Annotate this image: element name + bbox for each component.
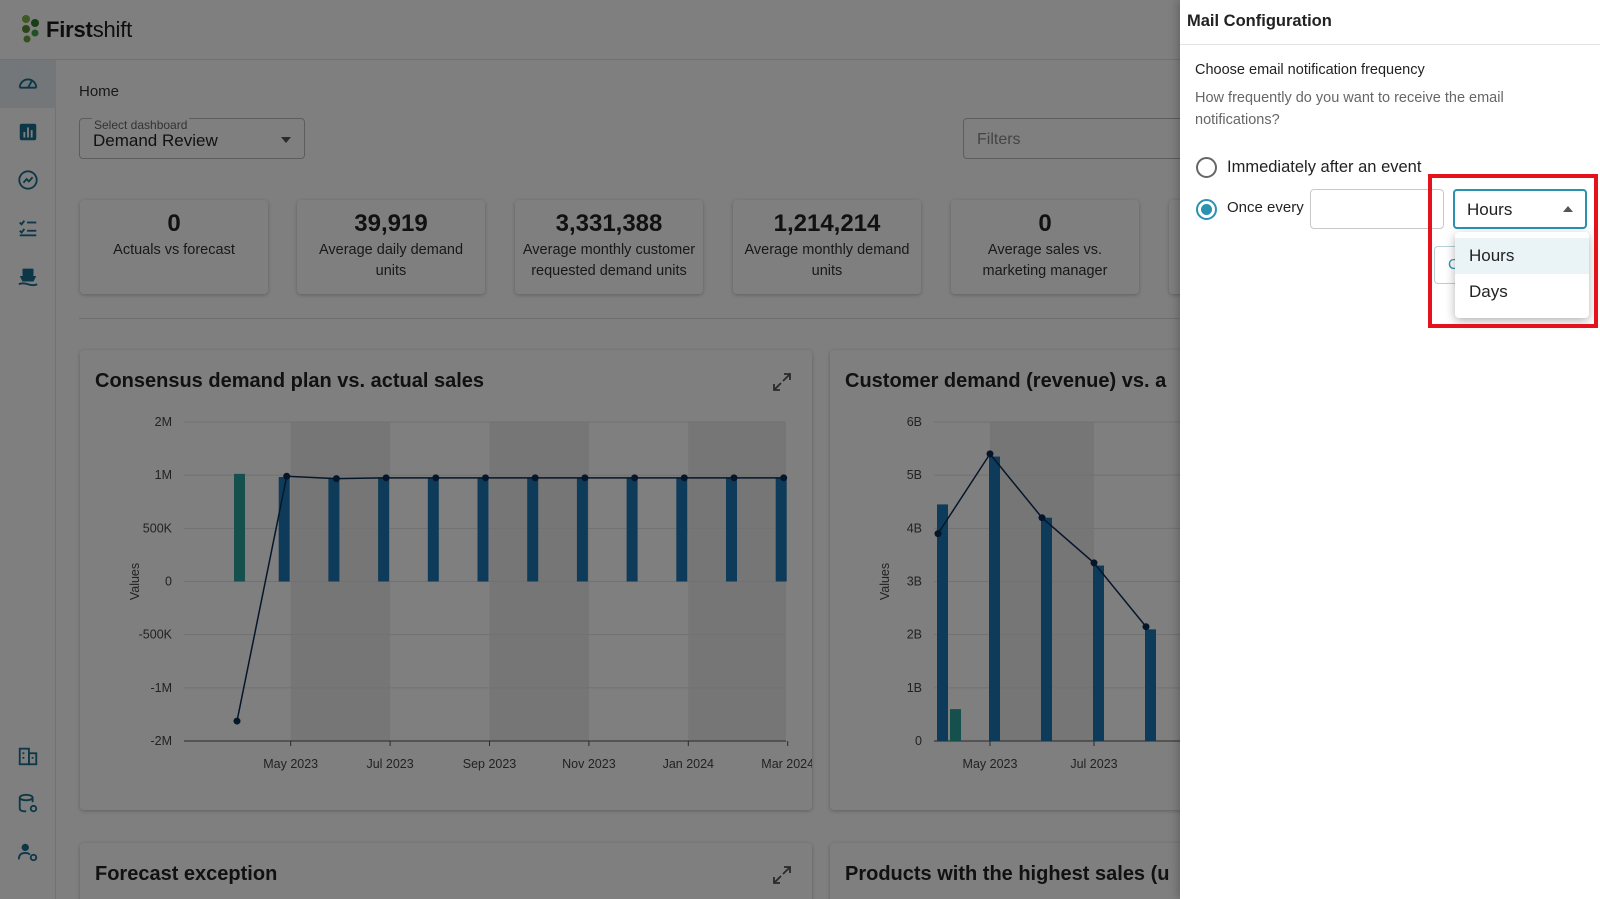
radio-immediately-label[interactable]: Immediately after an event — [1227, 158, 1422, 176]
frequency-description: How frequently do you want to receive th… — [1195, 90, 1504, 128]
menu-item-hours[interactable]: Hours — [1455, 238, 1589, 274]
highlight-box — [1428, 174, 1598, 328]
mail-configuration-drawer: Mail Configuration Choose email notifica… — [1180, 0, 1600, 899]
modal-overlay[interactable] — [0, 0, 1180, 899]
chevron-up-icon — [1563, 206, 1573, 212]
radio-once-every-label[interactable]: Once every — [1227, 199, 1304, 216]
interval-input[interactable] — [1310, 189, 1444, 229]
menu-item-days[interactable]: Days — [1469, 282, 1508, 301]
save-button-partial[interactable]: C — [1434, 246, 1464, 284]
frequency-title: Choose email notification frequency — [1195, 62, 1425, 78]
unit-dropdown-menu: Hours Days — [1455, 232, 1589, 318]
radio-immediately[interactable] — [1196, 157, 1217, 178]
radio-once-every[interactable] — [1196, 199, 1217, 220]
unit-select-value: Hours — [1467, 200, 1513, 219]
drawer-divider — [1180, 44, 1600, 45]
drawer-title: Mail Configuration — [1187, 12, 1332, 30]
unit-select[interactable]: Hours — [1453, 189, 1587, 229]
